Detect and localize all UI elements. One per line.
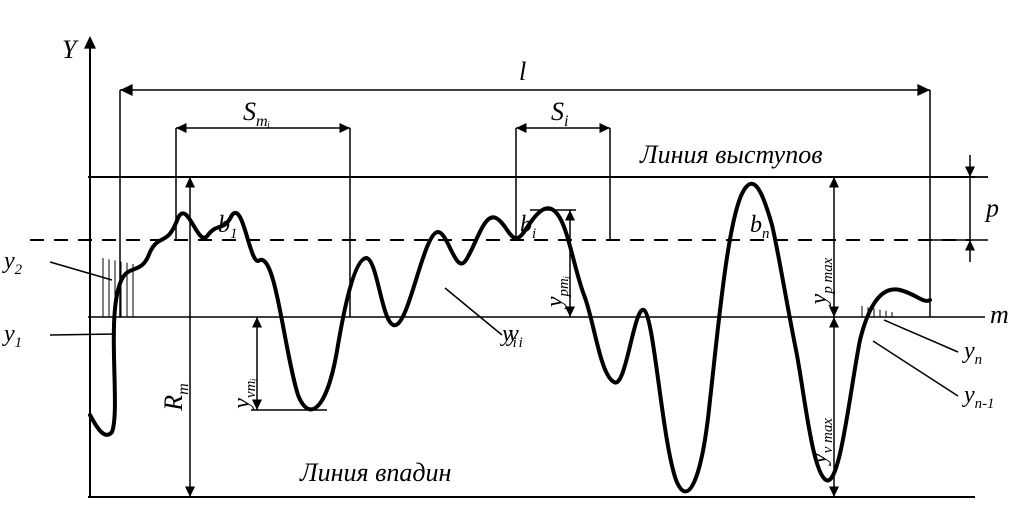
svg-text:yn-1: yn-1 bbox=[962, 382, 995, 412]
svg-text:yvmᵢ: yvmᵢ bbox=[229, 378, 259, 410]
svg-text:p: p bbox=[984, 194, 999, 223]
svg-text:Rm: Rm bbox=[159, 383, 192, 412]
svg-text:y1: y1 bbox=[2, 321, 22, 351]
svg-text:Y: Y bbox=[62, 35, 79, 64]
svg-text:yn: yn bbox=[962, 338, 982, 368]
svg-text:l: l bbox=[519, 57, 526, 86]
svg-text:b1: b1 bbox=[218, 212, 237, 242]
valleys-line-label: Линия впадин bbox=[299, 458, 451, 487]
roughness-profile-diagram: Ym Линия выступов Линия впадин l Smᵢ Si p Rm yvm… bbox=[0, 0, 1024, 530]
svg-text:Si: Si bbox=[551, 97, 568, 130]
svg-text:m: m bbox=[990, 300, 1009, 329]
svg-text:yp max: yp max bbox=[806, 257, 836, 306]
svg-text:ypmᵢ: ypmᵢ bbox=[542, 276, 572, 309]
svg-text:Smᵢ: Smᵢ bbox=[243, 97, 270, 130]
svg-text:bn: bn bbox=[750, 212, 769, 242]
peaks-line-label: Линия выступов bbox=[639, 140, 822, 169]
svg-text:y2: y2 bbox=[2, 248, 23, 278]
